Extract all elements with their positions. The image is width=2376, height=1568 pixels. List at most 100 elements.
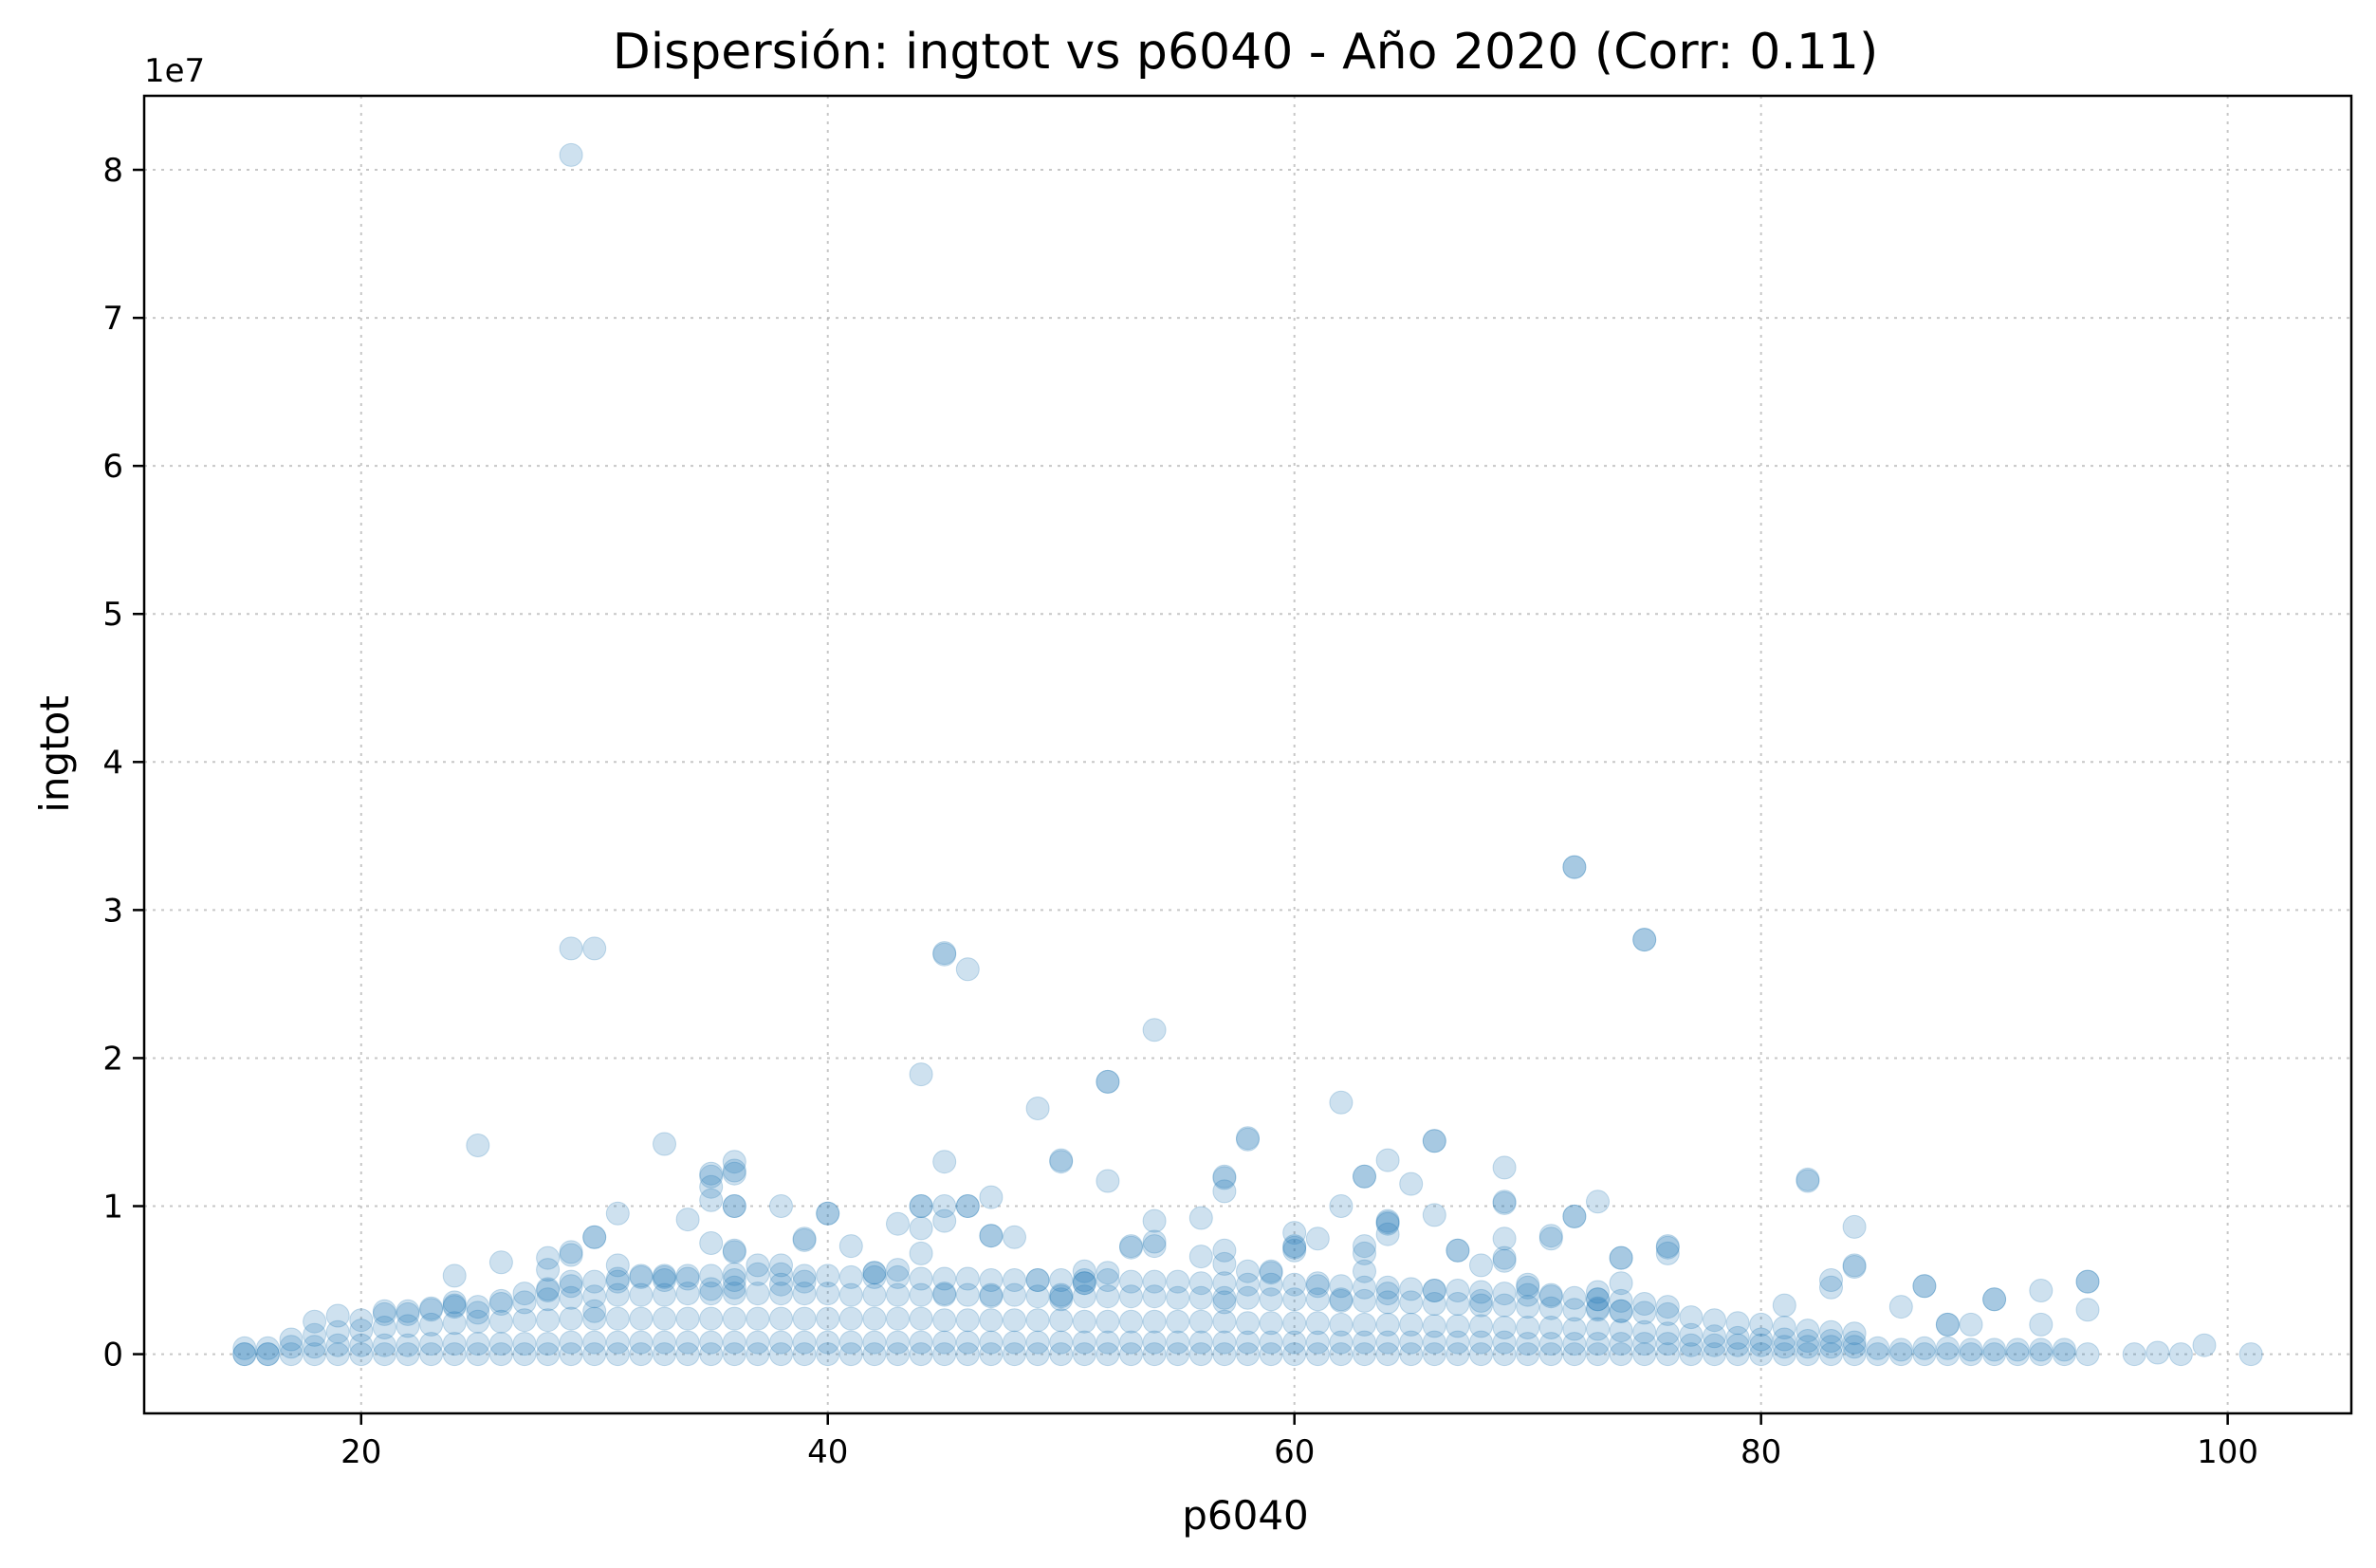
scatter-point xyxy=(2005,1337,2030,1362)
scatter-point xyxy=(1025,1268,1050,1292)
scatter-point xyxy=(1305,1287,1330,1312)
scatter-point xyxy=(1655,1321,1680,1346)
scatter-point xyxy=(629,1342,654,1367)
scatter-point xyxy=(1096,1261,1120,1285)
scatter-point xyxy=(1819,1275,1843,1300)
scatter-point xyxy=(1562,1204,1587,1228)
scatter-point xyxy=(1446,1330,1470,1355)
scatter-point xyxy=(1842,1255,1867,1279)
scatter-point xyxy=(512,1342,537,1367)
scatter-point xyxy=(303,1335,327,1359)
scatter-point xyxy=(1399,1342,1424,1367)
scatter-point xyxy=(419,1332,444,1356)
scatter-point xyxy=(325,1342,350,1367)
scatter-point xyxy=(1912,1342,1937,1367)
scatter-point xyxy=(1959,1337,1983,1362)
scatter-point xyxy=(838,1306,863,1331)
y-tick-label: 6 xyxy=(102,448,123,486)
x-tick-label: 20 xyxy=(341,1433,381,1471)
scatter-point xyxy=(372,1301,396,1326)
scatter-point xyxy=(1072,1259,1096,1283)
scatter-point xyxy=(1282,1272,1307,1297)
scatter-point xyxy=(816,1201,840,1226)
scatter-point xyxy=(605,1282,630,1307)
scatter-point xyxy=(932,1194,957,1218)
scatter-point xyxy=(1375,1290,1400,1315)
scatter-point xyxy=(466,1342,490,1367)
scatter-point xyxy=(862,1306,887,1331)
plot-frame xyxy=(142,94,2353,1415)
scatter-point xyxy=(1935,1342,1960,1367)
scatter-point xyxy=(559,142,583,167)
scatter-point xyxy=(1469,1253,1493,1278)
scatter-point xyxy=(955,957,980,982)
y-tick-label: 2 xyxy=(102,1040,123,1078)
scatter-point xyxy=(1353,1275,1376,1300)
scatter-point xyxy=(932,1282,957,1307)
scatter-point xyxy=(605,1266,630,1291)
scatter-point xyxy=(1025,1284,1050,1309)
scatter-point xyxy=(1096,1309,1120,1334)
scatter-point xyxy=(629,1306,654,1331)
scatter-point xyxy=(2192,1333,2217,1357)
scatter-point xyxy=(722,1158,746,1183)
scatter-point xyxy=(1119,1342,1143,1367)
scatter-point xyxy=(1329,1274,1354,1299)
scatter-point xyxy=(2029,1312,2054,1337)
scatter-point xyxy=(1772,1335,1796,1359)
scatter-point xyxy=(1982,1287,2007,1312)
scatter-point xyxy=(722,1238,746,1263)
scatter-point xyxy=(1142,1269,1167,1294)
scatter-point xyxy=(1749,1333,1774,1357)
scatter-point xyxy=(1096,1169,1120,1193)
scatter-point xyxy=(746,1262,770,1286)
scatter-point xyxy=(1375,1330,1400,1355)
scatter-point xyxy=(419,1312,444,1337)
scatter-point xyxy=(419,1296,444,1320)
scatter-point xyxy=(1632,928,1657,952)
scatter-point xyxy=(1469,1288,1493,1313)
scatter-point xyxy=(1586,1280,1610,1304)
scatter-point xyxy=(699,1174,724,1199)
scatter-point xyxy=(722,1330,746,1355)
scatter-point xyxy=(722,1240,746,1264)
scatter-point xyxy=(1842,1330,1867,1355)
scatter-point xyxy=(1282,1238,1307,1263)
scatter-point xyxy=(1562,1332,1587,1356)
scatter-point xyxy=(1562,1298,1587,1322)
scatter-point xyxy=(1562,1285,1587,1310)
scatter-point xyxy=(909,1266,933,1291)
scatter-point xyxy=(1119,1235,1143,1260)
scatter-point xyxy=(1188,1309,1213,1334)
scatter-point xyxy=(1679,1333,1704,1357)
scatter-point xyxy=(1679,1322,1704,1347)
scatter-point xyxy=(1329,1312,1354,1337)
scatter-point xyxy=(1446,1314,1470,1338)
scatter-point xyxy=(769,1282,793,1306)
scatter-point xyxy=(675,1208,700,1232)
scatter-point xyxy=(816,1264,840,1288)
scatter-point xyxy=(1188,1271,1213,1296)
scatter-point xyxy=(1422,1129,1446,1153)
scatter-point xyxy=(1632,928,1657,952)
scatter-point xyxy=(1236,1259,1260,1283)
scatter-point xyxy=(1888,1337,1913,1362)
x-tick-label: 100 xyxy=(2197,1433,2258,1471)
scatter-point xyxy=(559,1330,583,1355)
scatter-point xyxy=(1399,1290,1424,1315)
scatter-point xyxy=(2122,1342,2146,1367)
scatter-point xyxy=(1562,1342,1587,1367)
scatter-point xyxy=(349,1342,374,1367)
scatter-point xyxy=(1305,1330,1330,1355)
scatter-point xyxy=(1188,1330,1213,1355)
scatter-point xyxy=(1959,1342,1983,1367)
scatter-point xyxy=(792,1330,817,1355)
scatter-point xyxy=(232,1342,257,1367)
scatter-point xyxy=(816,1330,840,1355)
scatter-point xyxy=(372,1299,396,1323)
scatter-point xyxy=(1492,1342,1517,1367)
scatter-point xyxy=(1842,1214,1867,1239)
scatter-point xyxy=(699,1306,724,1331)
scatter-point xyxy=(1072,1268,1096,1292)
scatter-point xyxy=(699,1330,724,1355)
